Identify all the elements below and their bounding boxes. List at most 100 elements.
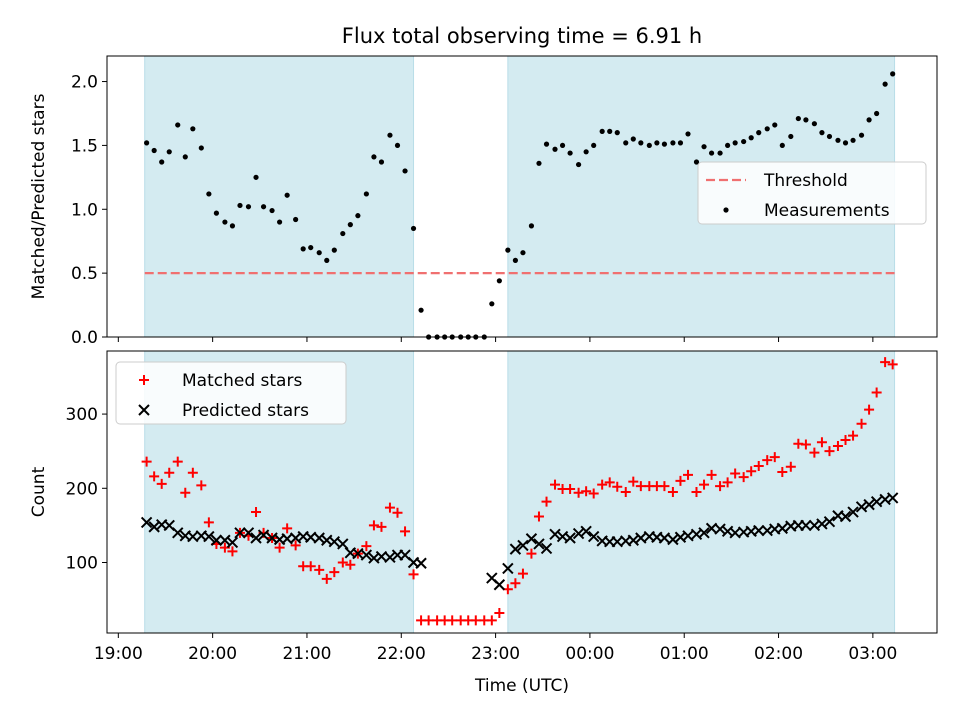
data-point: [423, 615, 434, 626]
data-point: [402, 168, 408, 174]
data-point: [324, 257, 330, 263]
data-point: [290, 540, 301, 551]
data-point: [886, 492, 899, 504]
data-point: [260, 204, 267, 210]
data-point: [863, 498, 875, 511]
data-point: [866, 117, 872, 123]
data-point: [250, 532, 262, 544]
data-point: [835, 137, 841, 143]
data-point: [505, 247, 511, 253]
data-point: [408, 569, 419, 580]
data-point: [363, 191, 369, 197]
data-point: [583, 149, 589, 155]
data-point: [858, 132, 865, 138]
data-point: [824, 446, 835, 457]
data-point: [328, 536, 341, 548]
data-point: [203, 517, 214, 528]
data-point: [227, 546, 238, 557]
data-point: [253, 174, 259, 180]
data-point: [470, 615, 481, 626]
data-point: [543, 141, 550, 147]
data-point: [856, 418, 867, 429]
data-point: [795, 115, 801, 122]
data-point: [699, 479, 710, 490]
data-point: [803, 117, 809, 123]
data-point: [355, 213, 361, 219]
x-tick-label: 22:00: [377, 644, 426, 664]
data-point: [587, 530, 600, 543]
series-matched-stars: [141, 357, 898, 626]
data-point: [864, 404, 875, 415]
data-point: [237, 202, 243, 209]
data-point: [635, 481, 646, 492]
data-point: [149, 471, 160, 482]
data-point: [756, 130, 762, 136]
data-point: [190, 126, 196, 132]
data-point: [599, 128, 605, 134]
data-point: [800, 519, 812, 532]
data-point: [203, 530, 215, 543]
data-point: [842, 140, 849, 146]
data-point: [623, 140, 629, 146]
data-point: [741, 138, 747, 145]
data-point: [698, 527, 710, 539]
data-point: [777, 466, 788, 477]
data-point: [337, 557, 348, 568]
data-point: [172, 527, 184, 539]
y-tick-label: 2.0: [71, 73, 98, 93]
data-point: [732, 140, 738, 146]
x-tick-label: 02:00: [754, 644, 803, 664]
data-point: [394, 142, 401, 149]
legend-marker: [723, 207, 729, 213]
data-point: [764, 126, 770, 132]
y-axis-label: Matched/Predicted stars: [29, 93, 49, 299]
data-point: [840, 435, 851, 446]
data-point: [510, 578, 521, 589]
data-point: [525, 533, 538, 545]
y-tick-label: 1.5: [71, 136, 98, 156]
axes-frame: [106, 55, 938, 338]
data-point: [683, 469, 693, 480]
series-predicted-stars: [140, 492, 899, 591]
data-point: [811, 121, 817, 127]
data-point: [559, 142, 566, 149]
data-point: [378, 159, 385, 165]
data-point: [187, 467, 198, 478]
data-point: [701, 144, 707, 150]
data-point: [870, 495, 883, 508]
data-point: [819, 130, 825, 136]
data-point: [329, 567, 340, 578]
data-point: [213, 210, 220, 216]
data-point: [141, 456, 152, 467]
x-tick-label: 21:00: [282, 644, 331, 664]
data-point: [580, 525, 592, 538]
count-panel: 100 200 300 19:00 20:00 21:00 22:00 23:00 00:00 0…: [29, 350, 938, 664]
data-point: [628, 476, 639, 487]
data-point: [604, 477, 615, 488]
data-point: [517, 568, 528, 579]
data-point: [387, 132, 393, 138]
data-point: [198, 145, 204, 151]
data-point: [526, 548, 537, 559]
data-point: [182, 154, 188, 160]
axes-frame: [106, 350, 938, 634]
data-point: [533, 538, 545, 550]
data-point: [730, 468, 741, 479]
data-point: [533, 511, 544, 522]
data-point: [832, 440, 843, 451]
data-point: [567, 150, 573, 156]
data-point: [887, 359, 898, 370]
data-point: [316, 250, 322, 256]
data-point: [638, 140, 644, 146]
data-point: [612, 481, 623, 492]
data-point: [206, 191, 212, 197]
data-point: [677, 140, 684, 146]
legend: Threshold Measurements: [697, 161, 927, 225]
data-point: [826, 133, 833, 140]
data-point: [850, 137, 856, 143]
data-point: [512, 257, 518, 263]
data-point: [175, 122, 181, 128]
data-point: [517, 539, 529, 552]
data-point: [159, 159, 165, 165]
data-point: [591, 142, 597, 149]
